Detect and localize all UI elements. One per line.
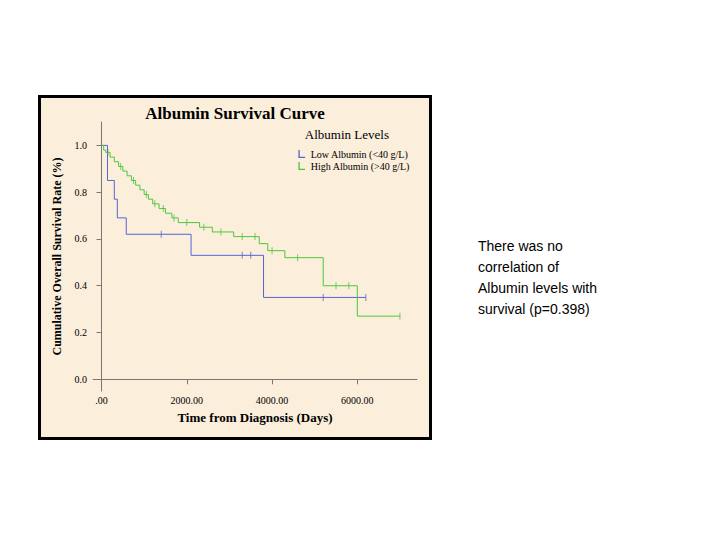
svg-text:0.2: 0.2 bbox=[75, 327, 88, 338]
svg-text:.00: .00 bbox=[95, 395, 108, 406]
svg-text:0.4: 0.4 bbox=[75, 280, 88, 291]
svg-text:4000.00: 4000.00 bbox=[256, 395, 289, 406]
html-text:There was no: There was no bbox=[478, 238, 563, 254]
svg-text:0.8: 0.8 bbox=[75, 187, 88, 198]
svg-text:6000.00: 6000.00 bbox=[341, 395, 374, 406]
svg-text:Low Albumin (<40 g/L): Low Albumin (<40 g/L) bbox=[311, 149, 408, 161]
svg-text:Albumin Levels: Albumin Levels bbox=[305, 127, 389, 142]
html-text:correlation of: correlation of bbox=[478, 259, 559, 275]
html-text:Albumin levels with: Albumin levels with bbox=[478, 280, 598, 296]
svg-text:High Albumin (>40 g/L): High Albumin (>40 g/L) bbox=[311, 161, 410, 173]
svg-text:Albumin Survival Curve: Albumin Survival Curve bbox=[145, 104, 325, 123]
svg-text:Time from Diagnosis (Days): Time from Diagnosis (Days) bbox=[177, 410, 332, 425]
svg-text:2000.00: 2000.00 bbox=[171, 395, 204, 406]
html-text:survival (p=0.398): survival (p=0.398) bbox=[478, 301, 590, 317]
svg-text:0.0: 0.0 bbox=[75, 374, 88, 385]
svg-text:1.0: 1.0 bbox=[75, 140, 88, 151]
svg-text:0.6: 0.6 bbox=[75, 233, 88, 244]
svg-text:Cumulative Overall Survival Ra: Cumulative Overall Survival Rate (%) bbox=[50, 158, 64, 356]
